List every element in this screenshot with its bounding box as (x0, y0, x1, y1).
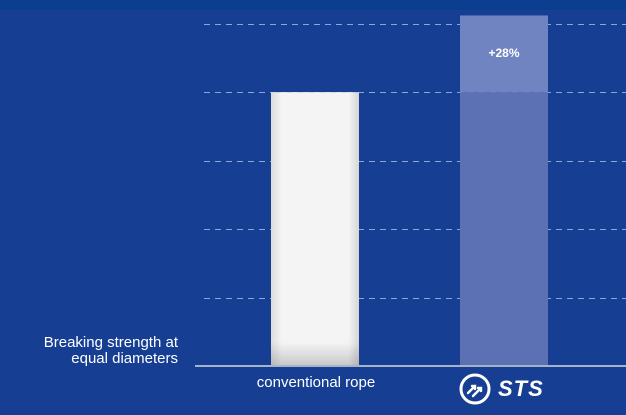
bar-conventional-rope-shade (271, 342, 359, 366)
category-label-conventional-rope: conventional rope (256, 374, 376, 391)
bar-conventional-rope (271, 92, 359, 367)
sts-logo-icon (459, 373, 491, 405)
sts-brand-label: STS (458, 372, 544, 406)
annotation-increase: +28% (488, 46, 519, 60)
bar-sts (460, 92, 548, 367)
bar-sts-increase (460, 15, 548, 93)
y-axis-label-line-1: Breaking strength at (43, 334, 178, 351)
y-axis-label: Breaking strength at equal diameters (0, 335, 178, 367)
top-band (0, 0, 626, 10)
sts-brand-name: STS (498, 376, 544, 401)
y-axis-label-line-2: equal diameters (71, 350, 178, 367)
